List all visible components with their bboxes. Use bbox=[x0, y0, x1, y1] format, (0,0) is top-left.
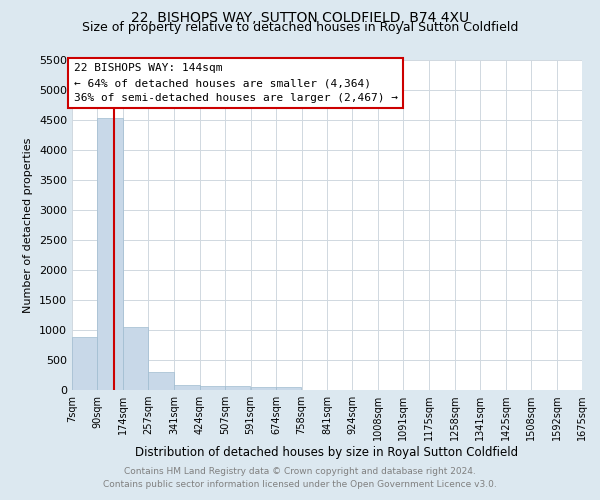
Bar bbox=[225, 386, 250, 390]
Text: 22 BISHOPS WAY: 144sqm
← 64% of detached houses are smaller (4,364)
36% of semi-: 22 BISHOPS WAY: 144sqm ← 64% of detached… bbox=[74, 64, 398, 103]
Bar bbox=[251, 387, 276, 390]
Text: 22, BISHOPS WAY, SUTTON COLDFIELD, B74 4XU: 22, BISHOPS WAY, SUTTON COLDFIELD, B74 4… bbox=[131, 11, 469, 25]
Bar bbox=[123, 327, 148, 390]
Bar bbox=[97, 118, 123, 390]
Bar bbox=[276, 387, 301, 390]
Bar bbox=[199, 386, 225, 390]
Y-axis label: Number of detached properties: Number of detached properties bbox=[23, 138, 34, 312]
X-axis label: Distribution of detached houses by size in Royal Sutton Coldfield: Distribution of detached houses by size … bbox=[136, 446, 518, 459]
Bar bbox=[148, 372, 174, 390]
Bar bbox=[72, 337, 97, 390]
Text: Size of property relative to detached houses in Royal Sutton Coldfield: Size of property relative to detached ho… bbox=[82, 22, 518, 35]
Text: Contains HM Land Registry data © Crown copyright and database right 2024.
Contai: Contains HM Land Registry data © Crown c… bbox=[103, 467, 497, 489]
Bar bbox=[174, 384, 199, 390]
